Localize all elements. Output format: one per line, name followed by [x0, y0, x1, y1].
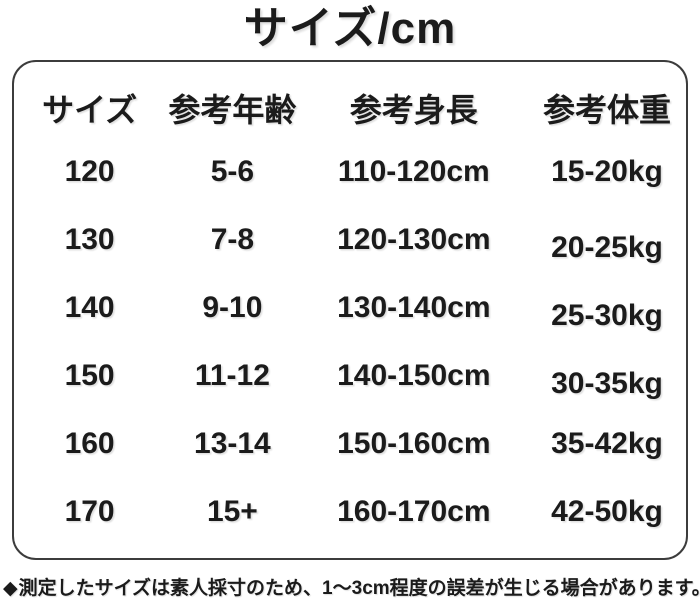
- table-row: 150 11-12 140-150cm 30-35kg: [14, 342, 686, 410]
- table-row: 170 15+ 160-170cm 42-50kg: [14, 478, 686, 546]
- table-row: 130 7-8 120-130cm 20-25kg: [14, 206, 686, 274]
- table-row: 140 9-10 130-140cm 25-30kg: [14, 274, 686, 342]
- height-cell: 110-120cm: [337, 155, 490, 188]
- size-cell: 170: [64, 495, 115, 528]
- size-cell: 120: [64, 155, 115, 188]
- height-cell: 120-130cm: [337, 223, 491, 256]
- table-row: 160 13-14 150-160cm 35-42kg: [14, 410, 686, 478]
- weight-cell: 35-42kg: [551, 427, 663, 460]
- size-cell: 130: [64, 223, 115, 256]
- page-title: サイズ/cm: [243, 4, 457, 53]
- weight-cell: 42-50kg: [551, 495, 663, 528]
- size-cell: 160: [64, 427, 115, 460]
- header-cell-weight: 参考体重: [542, 92, 671, 128]
- age-cell: 11-12: [194, 359, 270, 392]
- age-cell: 9-10: [202, 291, 263, 324]
- table-header-row: サイズ 参考年齢 参考身長 参考体重: [14, 78, 686, 138]
- weight-cell: 30-35kg: [551, 367, 663, 400]
- height-cell: 140-150cm: [337, 359, 491, 392]
- height-cell: 160-170cm: [337, 495, 491, 528]
- size-chart-table: サイズ 参考年齢 参考身長 参考体重 120 5-6 110-120cm 15-…: [12, 60, 688, 560]
- height-cell: 130-140cm: [337, 291, 491, 324]
- header-cell-age: 参考年齢: [168, 92, 297, 128]
- diamond-bullet-icon: ◆: [3, 578, 18, 599]
- footnote: ◆測定したサイズは素人採寸のため、1〜3cm程度の誤差が生じる場合があります。: [3, 573, 700, 600]
- size-cell: 140: [64, 291, 115, 324]
- age-cell: 5-6: [210, 155, 255, 188]
- header-cell-height: 参考身長: [349, 92, 478, 128]
- footnote-text: 測定したサイズは素人採寸のため、1〜3cm程度の誤差が生じる場合があります。: [18, 578, 700, 599]
- header-cell-size: サイズ: [42, 92, 138, 128]
- age-cell: 15+: [206, 495, 258, 528]
- weight-cell: 25-30kg: [551, 299, 663, 332]
- size-cell: 150: [64, 359, 115, 392]
- height-cell: 150-160cm: [337, 427, 491, 460]
- age-cell: 7-8: [210, 223, 255, 256]
- weight-cell: 20-25kg: [551, 231, 663, 264]
- age-cell: 13-14: [194, 427, 271, 460]
- weight-cell: 15-20kg: [551, 155, 663, 188]
- table-row: 120 5-6 110-120cm 15-20kg: [14, 138, 686, 206]
